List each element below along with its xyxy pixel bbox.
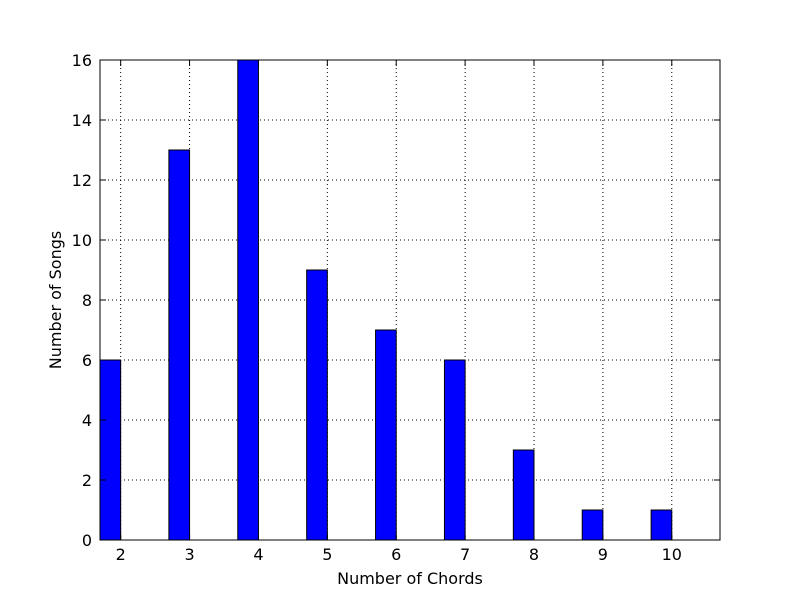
bar	[306, 269, 328, 541]
x-tick-label: 4	[253, 545, 263, 564]
x-tick-label: 2	[116, 545, 126, 564]
x-tick-label: 10	[662, 545, 682, 564]
bar	[375, 329, 397, 541]
x-tick-labels: 2 3 4 5 6 7 8 9 10	[116, 545, 682, 564]
x-tick-label: 9	[598, 545, 608, 564]
y-tick-label: 4	[82, 411, 92, 430]
bar	[512, 449, 535, 541]
y-axis-label: Number of Songs	[46, 231, 65, 369]
bars	[99, 59, 673, 541]
x-tick-label: 5	[322, 545, 332, 564]
bar	[99, 359, 122, 541]
y-tick-label: 12	[72, 171, 92, 190]
bar	[237, 59, 259, 541]
y-tick-label: 6	[82, 351, 92, 370]
bar	[650, 509, 673, 541]
y-tick-label: 0	[82, 531, 92, 550]
x-tick-label: 7	[460, 545, 470, 564]
y-tick-label: 2	[82, 471, 92, 490]
bar	[168, 149, 191, 541]
x-tick-label: 3	[184, 545, 194, 564]
y-tick-label: 16	[72, 51, 92, 70]
x-tick-label: 6	[391, 545, 401, 564]
y-tick-label: 14	[72, 111, 92, 130]
bar	[581, 509, 604, 541]
y-tick-label: 10	[72, 231, 92, 250]
tick-marks	[100, 59, 720, 541]
plot-frame	[99, 59, 721, 541]
y-tick-labels: 0 2 4 6 8 10 12 14 16	[72, 51, 92, 550]
x-axis-label: Number of Chords	[337, 569, 483, 588]
y-tick-label: 8	[82, 291, 92, 310]
bar	[443, 359, 466, 541]
x-tick-label: 8	[529, 545, 539, 564]
